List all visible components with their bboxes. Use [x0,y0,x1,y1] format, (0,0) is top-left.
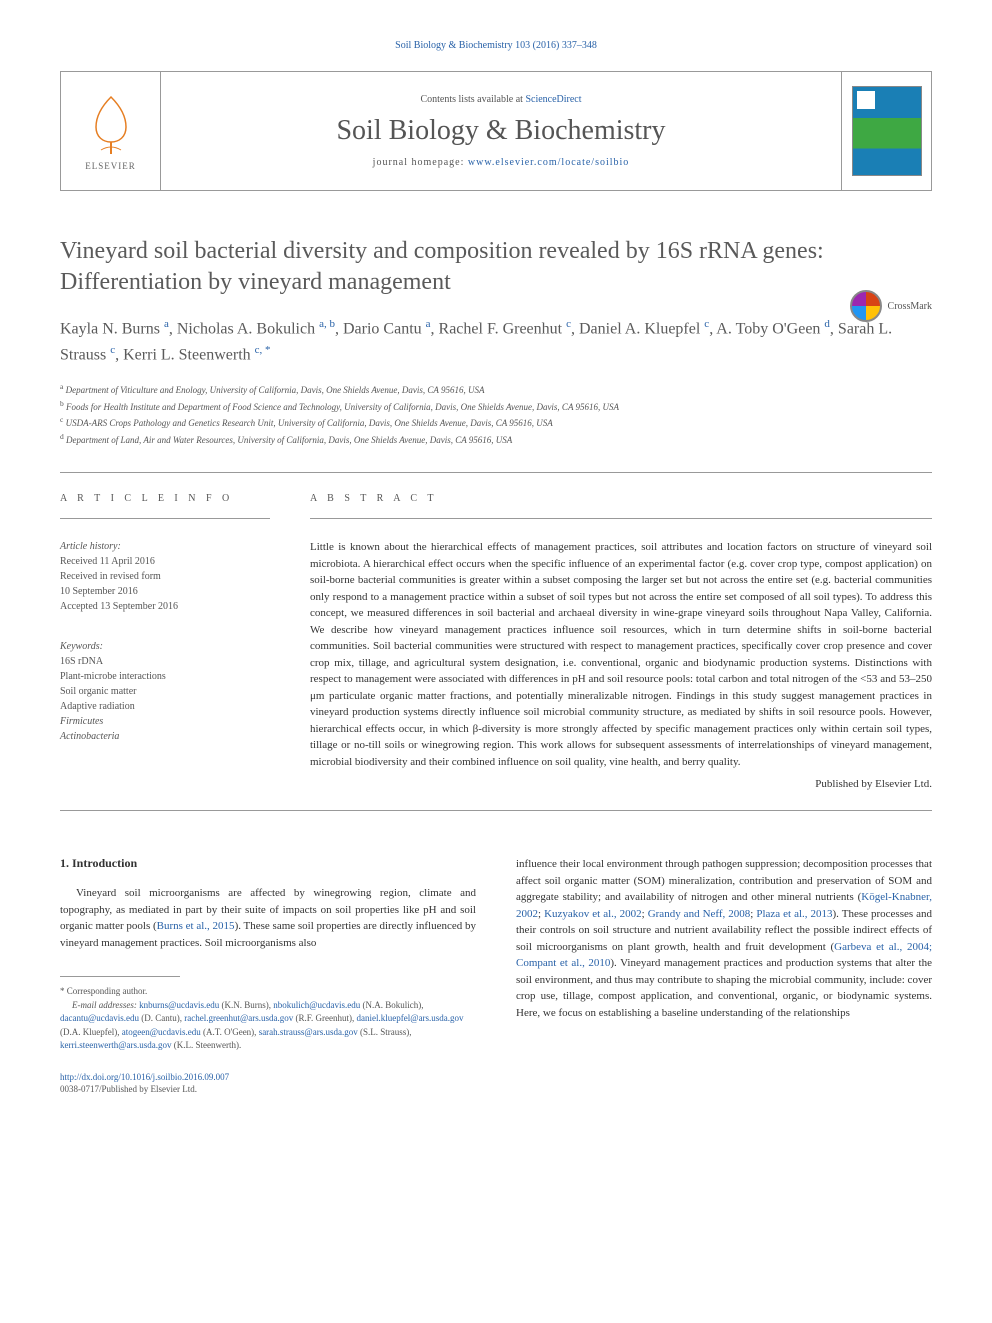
crossmark-label: CrossMark [888,301,932,312]
keywords: Keywords: 16S rDNAPlant-microbe interact… [60,639,270,744]
meta-row: A R T I C L E I N F O Article history: R… [60,493,932,790]
intro-paragraph-right: influence their local environment throug… [516,856,932,1021]
cover-cell [841,72,931,190]
authors-list: Kayla N. Burns a, Nicholas A. Bokulich a… [60,316,932,367]
top-citation: Soil Biology & Biochemistry 103 (2016) 3… [60,40,932,51]
email-addresses: E-mail addresses: knburns@ucdavis.edu (K… [60,999,476,1053]
issn-line: 0038-0717/Published by Elsevier Ltd. [60,1084,197,1094]
homepage-link[interactable]: www.elsevier.com/locate/soilbio [468,157,629,168]
top-citation-link[interactable]: Soil Biology & Biochemistry 103 (2016) 3… [395,40,597,51]
abstract-text: Little is known about the hierarchical e… [310,539,932,770]
citation-grandy[interactable]: Grandy and Neff, 2008 [648,908,751,920]
history-accepted: Accepted 13 September 2016 [60,601,178,612]
journal-name: Soil Biology & Biochemistry [336,115,665,147]
article-title: Vineyard soil bacterial diversity and co… [60,236,827,298]
history-label: Article history: [60,541,121,552]
divider-bottom [60,810,932,811]
abstract-head: A B S T R A C T [310,493,932,504]
article-info-column: A R T I C L E I N F O Article history: R… [60,493,270,790]
introduction-head: 1. Introduction [60,856,476,871]
footnote-separator [60,976,180,977]
header-center: Contents lists available at ScienceDirec… [161,72,841,190]
doi-link[interactable]: http://dx.doi.org/10.1016/j.soilbio.2016… [60,1072,229,1082]
abstract-column: A B S T R A C T Little is known about th… [310,493,932,790]
doi-block: http://dx.doi.org/10.1016/j.soilbio.2016… [60,1071,476,1096]
elsevier-tree-icon [81,92,141,157]
sciencedirect-link[interactable]: ScienceDirect [525,94,581,105]
journal-cover-thumbnail[interactable] [852,86,922,176]
history-revised2: 10 September 2016 [60,586,138,597]
info-divider [60,518,270,519]
corresponding-author: * Corresponding author. [60,985,476,999]
crossmark-badge[interactable]: CrossMark [850,290,932,322]
contents-pre: Contents lists available at [420,94,525,105]
homepage-pre: journal homepage: [373,157,468,168]
keywords-label: Keywords: [60,641,103,652]
homepage-line: journal homepage: www.elsevier.com/locat… [373,157,630,168]
publisher-line: Published by Elsevier Ltd. [310,778,932,790]
citation-burns[interactable]: Burns et al., 2015 [157,920,235,932]
divider-top [60,472,932,473]
crossmark-icon [850,290,882,322]
affiliations: a Department of Viticulture and Enology,… [60,381,932,447]
citation-plaza[interactable]: Plaza et al., 2013 [756,908,832,920]
history-received: Received 11 April 2016 [60,556,155,567]
elsevier-logo-cell: ELSEVIER [61,72,161,190]
article-info-head: A R T I C L E I N F O [60,493,270,504]
history-revised1: Received in revised form [60,571,161,582]
body-columns: 1. Introduction Vineyard soil microorgan… [60,856,932,1096]
citation-kuzyakov[interactable]: Kuzyakov et al., 2002 [544,908,642,920]
emails-label: E-mail addresses: [72,1000,137,1010]
intro-paragraph-left: Vineyard soil microorganisms are affecte… [60,885,476,951]
right-body-column: influence their local environment throug… [516,856,932,1096]
abstract-divider [310,518,932,519]
left-body-column: 1. Introduction Vineyard soil microorgan… [60,856,476,1096]
contents-line: Contents lists available at ScienceDirec… [420,94,581,105]
article-history: Article history: Received 11 April 2016 … [60,539,270,614]
elsevier-label: ELSEVIER [85,161,136,171]
journal-header: ELSEVIER Contents lists available at Sci… [60,71,932,191]
